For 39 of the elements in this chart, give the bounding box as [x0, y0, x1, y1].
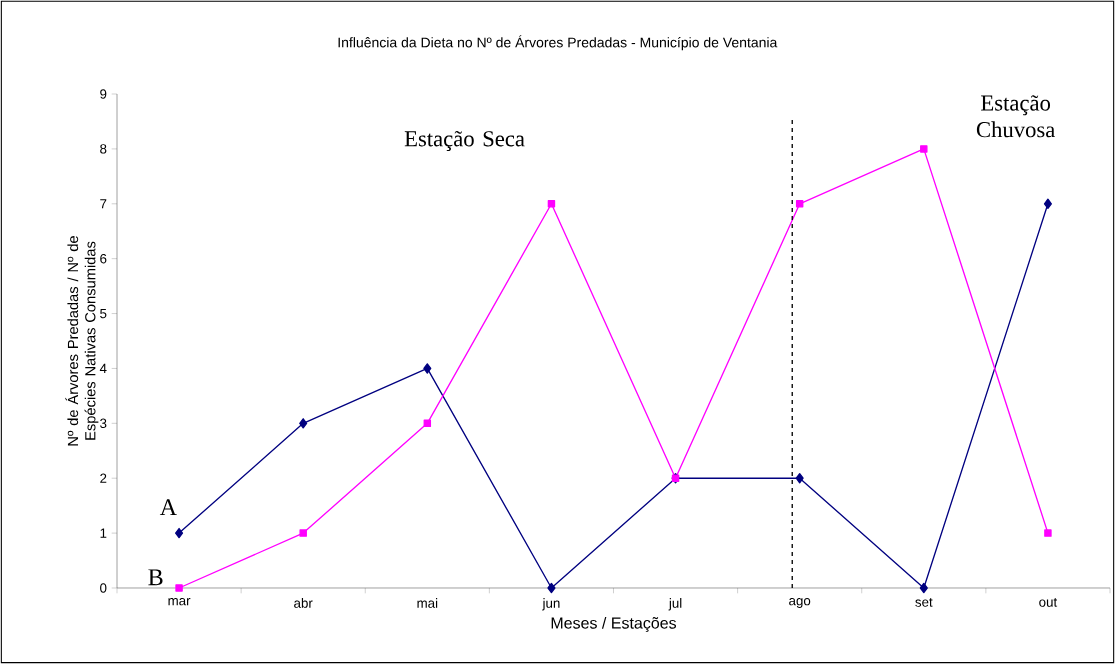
x-tick-label: abr: [294, 598, 313, 608]
point: [175, 584, 183, 592]
point: [920, 145, 928, 153]
x-axis-title: Meses / Estações: [551, 616, 677, 632]
point: [299, 529, 307, 537]
point: [547, 200, 556, 208]
point: [423, 363, 432, 374]
y-tick-label: 8: [100, 144, 107, 154]
y-tick-label: 0: [100, 583, 107, 593]
point: [795, 473, 804, 484]
y-tick-label: 2: [100, 473, 107, 483]
x-tick-label: jul: [668, 598, 682, 611]
point: [795, 200, 804, 208]
chart-title: Influência da Dieta no Nº de Árvores Predadas - Município de Ventania: [338, 35, 778, 51]
x-tick-label: mai: [417, 598, 438, 608]
annotation: Estação Seca: [404, 130, 525, 151]
series-label: A: [159, 499, 177, 516]
point: [423, 419, 432, 428]
point: [299, 418, 308, 429]
x-tick-label: jun: [542, 598, 560, 611]
point: [547, 582, 556, 594]
y-tick-label: 4: [99, 363, 107, 374]
y-axis-title: Nº de Árvores Predadas / Nº de Espécies Nativas Consumidas: [65, 236, 99, 446]
y-tick-label: 7: [100, 199, 107, 209]
x-tick-label: ago: [789, 598, 811, 608]
x-tick-label: set: [915, 598, 933, 607]
x-tick-label: out: [1039, 598, 1058, 607]
series-label: B: [148, 569, 163, 586]
annotation: Estação Chuvosa: [976, 95, 1055, 138]
y-tick-label: 9: [100, 89, 107, 99]
y-tick-label: 5: [100, 308, 107, 319]
y-tick-label: 6: [100, 253, 107, 264]
x-tick-label: mar: [168, 598, 191, 606]
point: [1043, 198, 1052, 209]
point: [175, 527, 184, 539]
point: [919, 582, 928, 594]
point: [1044, 529, 1052, 537]
y-tick-label: 3: [100, 418, 107, 429]
y-tick-label: 1: [100, 528, 107, 538]
